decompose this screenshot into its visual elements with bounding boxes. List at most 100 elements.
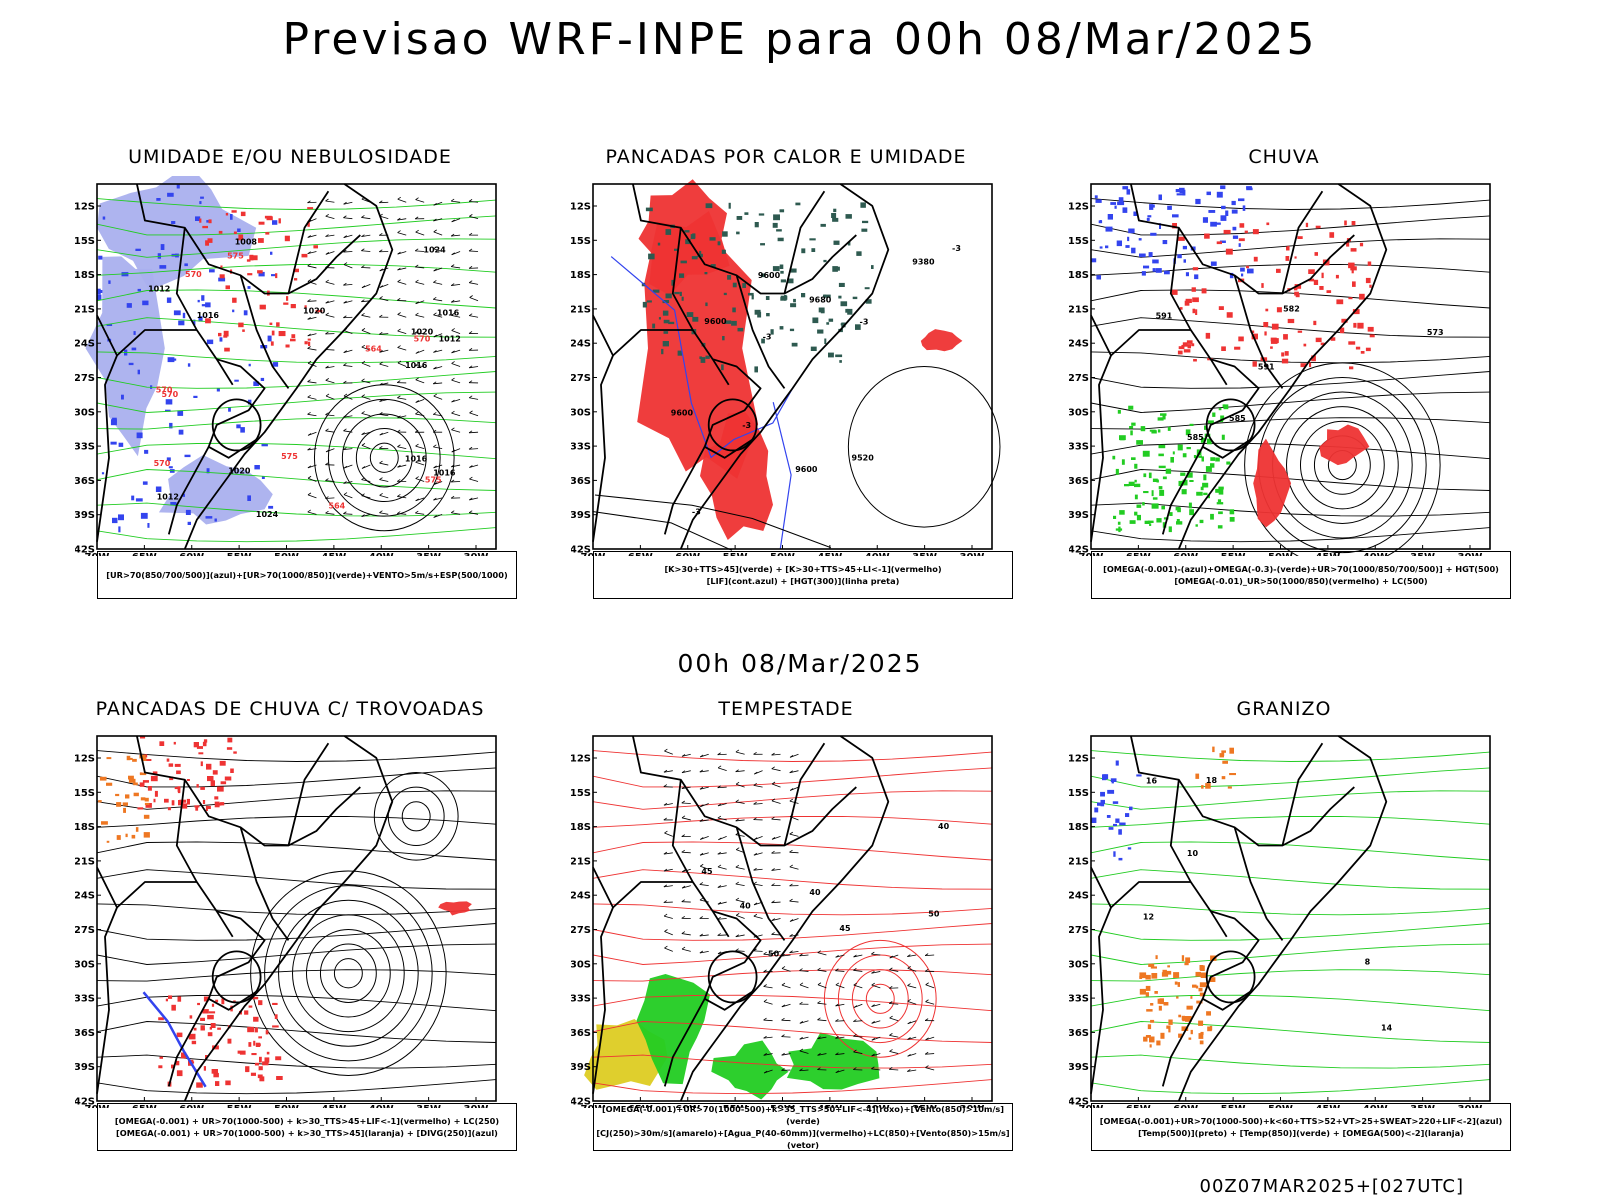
wind-vector [907,967,917,972]
lat-label: 18S [75,822,95,833]
wind-vector [451,300,461,303]
precip-cell [176,1070,183,1077]
wind-vector [853,1051,863,1054]
precip-cell [211,1069,218,1074]
lat-label: 33S [1069,442,1089,453]
lat-label: 27S [75,925,95,936]
wind-vector [343,494,353,499]
precip-cell [171,800,175,806]
wind-vector [433,246,437,250]
wind-vector [325,412,329,416]
wind-vector [343,283,353,286]
border [136,735,361,847]
precip-cell [1156,518,1162,523]
lat-label: 36S [1069,1028,1089,1039]
precip-cell [1281,352,1285,357]
border [239,827,290,941]
wind-vector [307,299,311,302]
precip-cell [185,509,191,515]
streamline [592,750,993,762]
precip-cell [1339,327,1345,334]
precip-cell [865,299,872,304]
contour-label: 575 [425,475,442,484]
streamline [96,943,497,965]
wind-vector [771,850,775,854]
precip-cell [1229,509,1235,515]
wind-vector [699,819,709,822]
precip-cell [1094,807,1099,813]
precip-cell [210,1023,216,1028]
precip-cell [266,1051,270,1055]
wind-vector [450,233,455,237]
wind-vector [397,312,401,315]
wind-vector [451,429,461,433]
wind-vector [307,477,317,482]
precip-cell [790,268,797,273]
wind-vector [664,748,668,752]
wind-vector [871,1021,875,1024]
precip-cell [271,330,275,336]
wind-vector [735,818,739,822]
wind-vector [343,215,347,219]
panel-legend: [OMEGA(-0.001)-(azul)+OMEGA(-0.3)-(verde… [1091,551,1511,599]
precip-cell [1149,204,1154,210]
streamline [592,869,993,890]
contour-label: 9600 [795,465,818,474]
precip-cell [131,834,136,839]
wind-vector [789,833,799,837]
wind-vector [397,345,401,348]
coastline [1090,314,1112,542]
precip-cell [284,235,290,242]
wind-vector [325,279,329,283]
precip-cell [1150,1003,1154,1006]
precip-cell [1191,287,1196,292]
wind-vector [468,430,473,434]
precip-cell [1157,417,1164,421]
precip-cell [193,1027,197,1031]
precip-cell [727,275,732,280]
wind-vector [681,802,691,804]
precip-cell [692,316,699,322]
streamline [1090,238,1491,258]
map-svg: 59159158557358558212S15S18S21S24S27S30S3… [1068,183,1491,568]
precip-cell [227,737,233,743]
precip-cell [202,800,206,804]
wind-vector [664,832,673,837]
wind-vector [397,328,401,332]
precip-cell [1238,336,1244,342]
precip-cell [1223,404,1229,410]
wind-vector [789,898,793,902]
wind-vector [469,397,479,400]
wind-vector [789,950,793,954]
precip-cell [787,278,794,284]
wind-vector [325,379,335,384]
hail-cells [1091,760,1142,861]
lat-label: 36S [571,476,591,487]
precip-cell [307,338,311,341]
precip-cell [1206,191,1211,196]
precip-cell [791,342,798,347]
wind-vector [781,954,791,957]
wind-vector [361,411,365,414]
wind-vectors [763,950,935,1074]
precip-cell [648,253,655,260]
coastline [1177,183,1388,550]
precip-cell [247,495,251,501]
precip-cell [216,388,220,392]
wind-vector [853,968,857,971]
wind-vector [871,982,875,986]
precip-cell [211,1003,215,1007]
wind-vector [307,251,311,254]
precip-cell [1127,236,1130,242]
border [1130,183,1355,295]
wind-vector [799,954,809,957]
lat-label: 33S [75,994,95,1005]
precip-cell [721,364,724,371]
precip-cell [845,308,849,313]
wind-vector [379,314,383,318]
precip-cell [1220,185,1226,190]
border [663,998,706,1087]
wind-vector [681,817,691,821]
precip-cell [1247,268,1254,274]
wind-vector [907,1069,911,1072]
